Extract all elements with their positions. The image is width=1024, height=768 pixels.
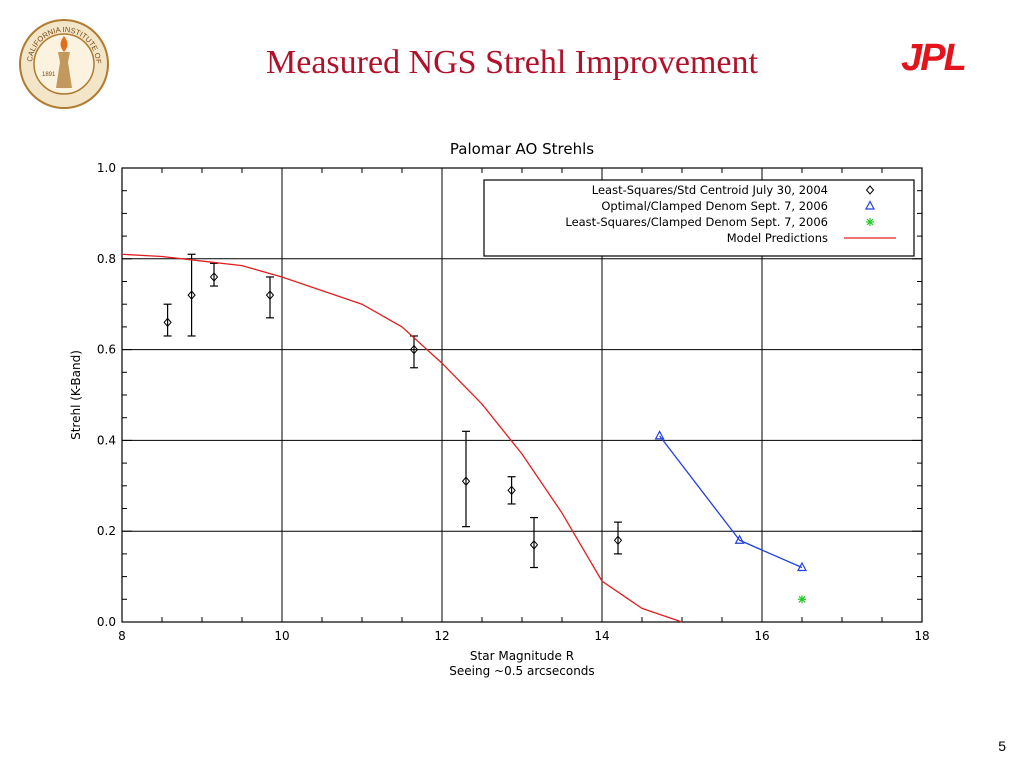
x-tick-label: 14 xyxy=(594,629,609,643)
y-tick-label: 0.4 xyxy=(97,433,116,447)
x-tick-label: 8 xyxy=(118,629,126,643)
x-tick-label: 16 xyxy=(754,629,769,643)
y-axis-label: Strehl (K-Band) xyxy=(69,350,83,440)
star-stroke xyxy=(866,218,874,226)
series-connecting-line xyxy=(659,435,803,569)
page-number: 5 xyxy=(998,738,1006,754)
jpl-logo: JPL xyxy=(901,37,967,76)
diamond-marker xyxy=(265,290,275,300)
legend-label: Least-Squares/Clamped Denom Sept. 7, 200… xyxy=(565,215,828,229)
x-axis-sublabel: Seeing ~0.5 arcseconds xyxy=(449,664,594,678)
y-tick-label: 0.0 xyxy=(97,615,116,629)
series-3 xyxy=(121,253,683,623)
caltech-seal-logo: CALIFORNIA INSTITUTE OF TECHNOLOGY 1891 xyxy=(18,18,109,109)
legend-box xyxy=(483,179,915,257)
star-marker xyxy=(866,218,874,226)
triangle-marker xyxy=(797,561,807,572)
triangle-marker xyxy=(734,534,745,544)
diamond-marker xyxy=(865,185,875,195)
seal-year: 1891 xyxy=(42,72,56,78)
x-tick-label: 18 xyxy=(914,629,929,643)
legend-label: Model Predictions xyxy=(727,231,828,245)
diamond-marker xyxy=(163,317,172,328)
series-0 xyxy=(163,253,623,569)
triangle-marker xyxy=(654,430,665,440)
legend-label: Optimal/Clamped Denom Sept. 7, 2006 xyxy=(601,199,828,213)
strehl-chart: Palomar AO Strehls 8 10 12 14 16 18 0.0 0.2 0.4 0… xyxy=(69,140,930,678)
diamond-marker xyxy=(507,485,516,496)
star-stroke xyxy=(798,595,806,603)
y-tick-label: 1.0 xyxy=(97,161,116,175)
legend-label: Least-Squares/Std Centroid July 30, 2004 xyxy=(592,183,828,197)
star-marker xyxy=(798,595,806,604)
y-tick-label: 0.2 xyxy=(97,524,116,538)
diamond-marker xyxy=(409,344,419,355)
chart-title: Palomar AO Strehls xyxy=(450,140,594,158)
x-axis-label: Star Magnitude R xyxy=(470,649,574,663)
diamond-marker xyxy=(187,290,196,300)
diamond-marker xyxy=(613,535,623,546)
jpl-logo-text: JPL xyxy=(901,37,965,76)
model-prediction-line xyxy=(121,253,683,623)
x-tick-label: 10 xyxy=(274,629,289,643)
diamond-marker xyxy=(529,540,539,550)
triangle-marker xyxy=(865,200,875,210)
data-series xyxy=(121,253,807,623)
y-tick-label: 0.8 xyxy=(97,252,116,266)
diamond-marker xyxy=(461,476,471,487)
legend: Least-Squares/Std Centroid July 30, 2004… xyxy=(483,179,915,257)
diamond-marker xyxy=(209,272,219,282)
axes: 8 10 12 14 16 18 0.0 0.2 0.4 0.6 0.8 1.0 xyxy=(97,161,930,643)
series-2 xyxy=(798,595,806,604)
slide-title: Measured NGS Strehl Improvement xyxy=(266,44,758,81)
y-tick-label: 0.6 xyxy=(97,343,116,357)
x-tick-label: 12 xyxy=(434,629,449,643)
series-1 xyxy=(654,430,807,572)
